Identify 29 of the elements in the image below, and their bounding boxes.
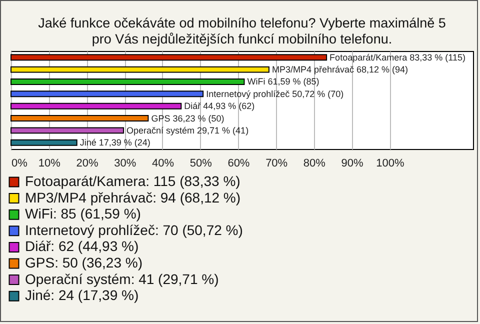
category-label: GPS 36,23 % (50) <box>151 113 224 124</box>
text: Fotoaparát/Kamera: 115 (83,33 %) <box>25 173 240 189</box>
category-label: WiFi 61,59 % (85) <box>247 76 320 87</box>
x-tick-label: 0% <box>12 158 28 170</box>
x-tick-label: 90% <box>341 158 364 170</box>
text: Diář: 62 (44,93 %) <box>25 238 139 254</box>
text: pro Vás nejdůležitějších funkcí mobilního telefonu. <box>92 32 392 46</box>
category-label: Jiné 17,39 % (24) <box>80 138 150 148</box>
x-tick-label: 80% <box>303 158 326 170</box>
category-label: MP3/MP4 přehrávač 68,12 % (94) <box>272 64 408 75</box>
category-label: Internetový prohlížeč 50,72 % (70) <box>206 88 344 99</box>
x-tick-label: 40% <box>152 158 174 170</box>
x-tick-label: 60% <box>228 158 250 170</box>
text: Jiné: 24 (17,39 %) <box>25 287 139 304</box>
x-tick-label: 30% <box>114 158 136 170</box>
x-tick-label: 50% <box>190 158 212 170</box>
x-tick-label: 70% <box>266 158 288 170</box>
x-tick-label: 20% <box>76 158 98 170</box>
text: GPS: 50 (36,23 %) <box>25 254 143 270</box>
text: MP3/MP4 přehrávač: 94 (68,12 %) <box>25 189 241 206</box>
category-label: Operační systém 29,71 % (41) <box>126 125 249 136</box>
x-tick-label: 10% <box>38 158 61 170</box>
category-label: Fotoaparát/Kamera 83,33 % (115) <box>330 52 466 62</box>
text: WiFi: 85 (61,59 %) <box>25 206 141 222</box>
text: Jaké funkce očekáváte od mobilního telefonu? Vyberte maximálně 5 <box>38 16 446 30</box>
text: Operační systém: 41 (29,71 %) <box>25 270 219 287</box>
text: Internetový prohlížeč: 70 (50,72 %) <box>25 222 243 238</box>
category-label: Diář 44,93 % (62) <box>184 101 255 112</box>
x-tick-label: 100% <box>376 158 404 170</box>
